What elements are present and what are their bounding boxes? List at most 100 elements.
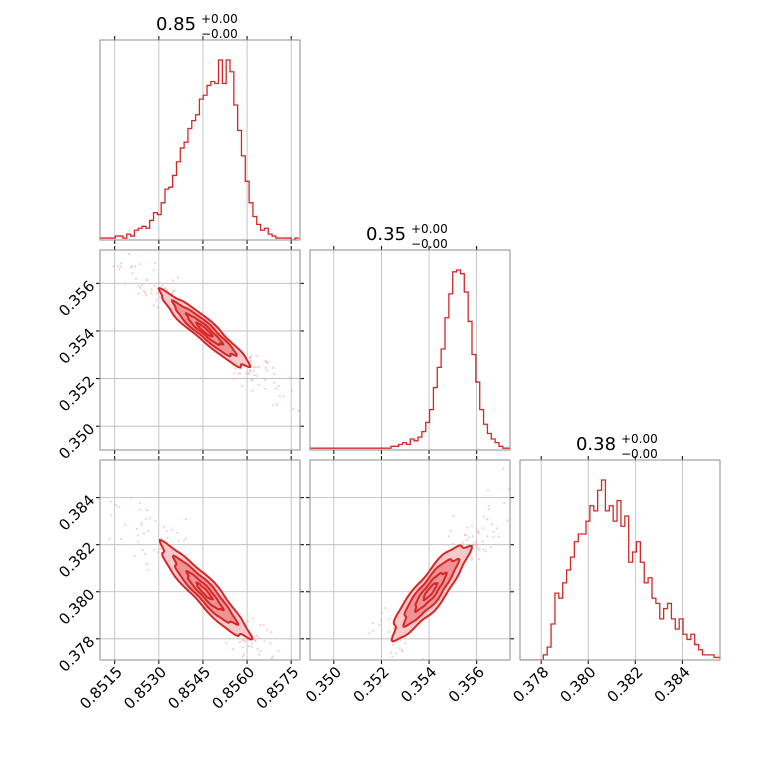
scatter-point xyxy=(271,655,274,658)
scatter-point xyxy=(142,532,146,535)
scatter-point xyxy=(156,306,159,309)
scatter-point xyxy=(361,662,363,664)
scatter-point xyxy=(159,547,162,551)
scatter-point xyxy=(466,526,469,529)
x-tick-label: 0.8545 xyxy=(164,663,214,713)
scatter-point xyxy=(371,621,374,624)
scatter-point xyxy=(271,366,275,369)
scatter-point xyxy=(164,287,167,290)
scatter-point xyxy=(144,291,147,294)
scatter-point xyxy=(380,611,384,615)
scatter-point xyxy=(84,455,86,457)
scatter-point xyxy=(378,623,381,626)
scatter-point xyxy=(172,279,175,282)
scatter-point xyxy=(152,268,156,272)
scatter-point xyxy=(404,642,407,645)
scatter-point xyxy=(477,532,481,535)
scatter-point xyxy=(461,541,464,544)
scatter-point xyxy=(241,655,244,658)
scatter-point xyxy=(145,508,149,512)
scatter-point xyxy=(339,713,341,715)
scatter-point xyxy=(166,288,169,291)
scatter-point xyxy=(447,535,450,538)
scatter-point xyxy=(130,496,133,499)
scatter-point xyxy=(176,276,180,279)
scatter-point xyxy=(464,533,467,536)
scatter-point xyxy=(277,649,280,652)
density-contour-middle xyxy=(170,299,239,358)
scatter-point xyxy=(506,519,509,522)
scatter-point xyxy=(251,378,254,381)
scatter-point xyxy=(270,631,273,634)
x-tick-label: 0.8560 xyxy=(209,663,259,713)
scatter-point xyxy=(400,649,403,652)
density-contour-core xyxy=(422,582,439,602)
scatter-point xyxy=(474,543,477,546)
scatter-point xyxy=(117,506,120,509)
scatter-point xyxy=(250,642,254,645)
scatter-point xyxy=(481,540,484,543)
scatter-point xyxy=(502,467,505,470)
scatter-point xyxy=(136,534,140,537)
y-tick-label: 0.382 xyxy=(55,538,98,581)
density-contour-inner xyxy=(185,570,225,612)
scatter-point xyxy=(117,243,119,245)
scatter-point xyxy=(324,700,326,702)
x-tick-label: 0.354 xyxy=(397,663,440,706)
scatter-point xyxy=(278,395,281,398)
x-tick-label: 0.8515 xyxy=(76,663,126,713)
scatter-point xyxy=(247,620,250,623)
density-contour-core xyxy=(195,581,214,601)
scatter-point xyxy=(131,272,134,275)
panel-r0-c0: 0.85 +0.00−0.00 xyxy=(99,12,301,244)
scatter-point xyxy=(115,504,118,507)
scatter-point xyxy=(170,528,173,531)
scatter-point xyxy=(109,500,112,503)
panel-r2-c2: 0.38 +0.00−0.00 xyxy=(519,432,721,664)
scatter-point xyxy=(265,677,267,679)
scatter-point xyxy=(490,523,494,526)
scatter-point xyxy=(257,383,261,386)
scatter-point xyxy=(497,535,500,538)
scatter-point xyxy=(304,679,306,681)
scatter-point xyxy=(176,531,179,534)
scatter-point xyxy=(288,376,292,379)
panel-r2-c0 xyxy=(84,455,306,681)
scatter-point xyxy=(254,365,257,368)
scatter-point xyxy=(154,261,157,265)
scatter-point xyxy=(391,655,394,659)
scatter-point xyxy=(238,640,241,644)
scatter-point xyxy=(262,623,265,626)
scatter-point xyxy=(392,627,395,630)
scatter-point xyxy=(161,284,164,287)
scatter-point xyxy=(482,515,485,518)
density-contour-outer xyxy=(157,287,252,369)
scatter-point xyxy=(92,495,94,497)
scatter-point xyxy=(255,634,258,637)
scatter-point xyxy=(166,536,169,539)
scatter-point xyxy=(124,523,127,526)
y-tick-label: 0.378 xyxy=(55,632,98,675)
scatter-point xyxy=(171,290,174,293)
scatter-point xyxy=(163,526,166,529)
scatter-point xyxy=(150,292,153,295)
scatter-point xyxy=(158,282,161,285)
scatter-point xyxy=(273,381,276,384)
scatter-point xyxy=(139,286,143,290)
scatter-point xyxy=(146,279,149,282)
scatter-point xyxy=(485,518,489,521)
scatter-point xyxy=(156,292,159,295)
scatter-point xyxy=(117,265,120,268)
y-tick-label: 0.350 xyxy=(55,420,98,463)
scatter-point xyxy=(255,354,258,358)
panel-r1-c1: 0.35 +0.00−0.00 xyxy=(309,222,511,454)
scatter-point xyxy=(543,449,545,451)
x-tick-label: 0.352 xyxy=(350,663,393,706)
x-tick-label: 0.382 xyxy=(604,663,647,706)
scatter-point xyxy=(108,537,111,540)
scatter-point xyxy=(474,540,477,544)
panel-title-value: 0.38 xyxy=(576,434,616,455)
scatter-point xyxy=(354,671,356,673)
scatter-point xyxy=(264,379,267,382)
scatter-point xyxy=(263,640,266,643)
